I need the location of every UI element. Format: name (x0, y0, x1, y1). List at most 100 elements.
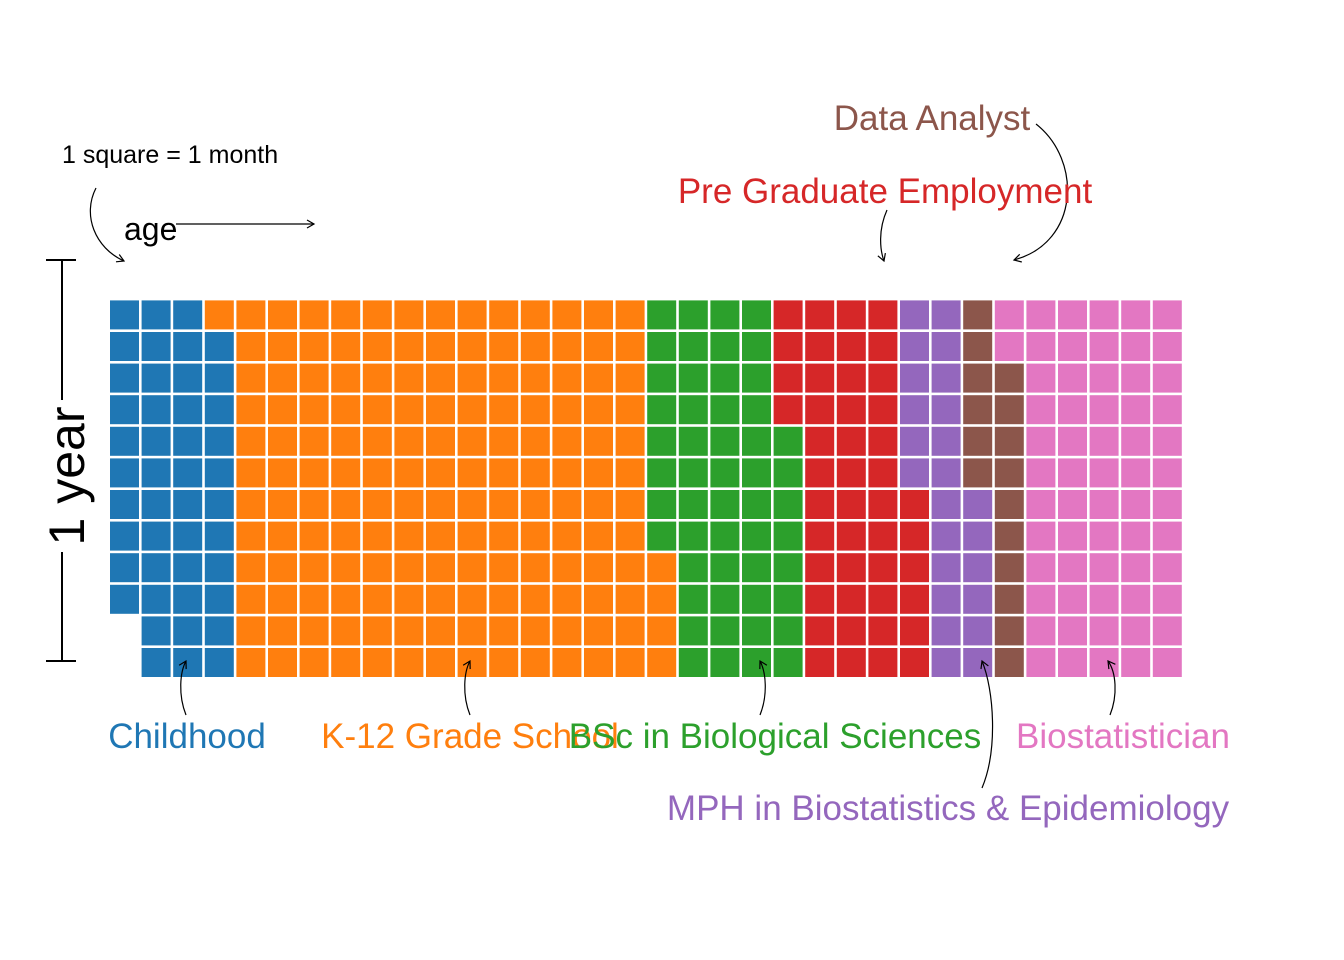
waffle-cell-k-12-grade-school (268, 553, 297, 583)
waffle-cell-biostatistician (1026, 553, 1056, 583)
waffle-cell-k-12-grade-school (426, 584, 455, 614)
waffle-cell-biostatistician (1121, 584, 1151, 614)
waffle-cell-k-12-grade-school (236, 300, 266, 330)
waffle-cell-data-analyst (994, 363, 1024, 393)
waffle-cell-biostatistician (1121, 426, 1151, 456)
waffle-cell-k-12-grade-school (268, 332, 297, 361)
waffle-cell-bsc-in-biological-sciences (710, 426, 740, 456)
waffle-cell-mph-in-biostatistics-epidemiology (963, 490, 993, 519)
waffle-cell-k-12-grade-school (236, 553, 266, 583)
waffle-cell-k-12-grade-school (426, 616, 455, 646)
waffle-cell-k-12-grade-school (394, 616, 424, 646)
waffle-cell-data-analyst (994, 584, 1024, 614)
year-label-bg (42, 400, 84, 552)
waffle-cell-mph-in-biostatistics-epidemiology (900, 426, 929, 456)
waffle-cell-childhood (204, 490, 234, 519)
waffle-cell-data-analyst (994, 426, 1024, 456)
label-childhood: Childhood (108, 717, 266, 756)
waffle-cell-pre-graduate-employment (836, 458, 866, 488)
waffle-cell-k-12-grade-school (268, 490, 297, 519)
waffle-cell-mph-in-biostatistics-epidemiology (963, 553, 993, 583)
waffle-cell-k-12-grade-school (236, 332, 266, 361)
waffle-cell-bsc-in-biological-sciences (710, 616, 740, 646)
waffle-cell-k-12-grade-school (299, 458, 329, 488)
waffle-cell-mph-in-biostatistics-epidemiology (931, 363, 961, 393)
waffle-cell-data-analyst (963, 363, 993, 393)
waffle-cell-k-12-grade-school (236, 584, 266, 614)
waffle-cell-pre-graduate-employment (868, 332, 898, 361)
waffle-cell-k-12-grade-school (615, 458, 645, 488)
waffle-cell-childhood (173, 458, 203, 488)
waffle-cell-biostatistician (1089, 648, 1119, 677)
label-k12: K-12 Grade School (321, 717, 619, 756)
waffle-cell-bsc-in-biological-sciences (742, 490, 771, 519)
waffle-cell-biostatistician (1026, 458, 1056, 488)
waffle-cell-childhood (204, 616, 234, 646)
waffle-cell-k-12-grade-school (394, 426, 424, 456)
waffle-cell-data-analyst (994, 616, 1024, 646)
arrow-bsc (759, 659, 768, 716)
waffle-cell-childhood (173, 553, 203, 583)
waffle-cell-data-analyst (994, 553, 1024, 583)
waffle-cell-biostatistician (1058, 300, 1087, 330)
waffle-cell-bsc-in-biological-sciences (647, 458, 677, 488)
waffle-cell-bsc-in-biological-sciences (773, 616, 803, 646)
waffle-cell-biostatistician (994, 332, 1024, 361)
waffle-cell-pre-graduate-employment (805, 490, 835, 519)
waffle-cell-childhood (141, 490, 171, 519)
waffle-cell-k-12-grade-school (331, 363, 361, 393)
waffle-cell-pre-graduate-employment (836, 584, 866, 614)
waffle-cell-biostatistician (1152, 584, 1182, 614)
waffle-cell-childhood (110, 300, 139, 330)
waffle-cell-k-12-grade-school (426, 426, 455, 456)
waffle-cell-k-12-grade-school (394, 584, 424, 614)
waffle-cell-k-12-grade-school (457, 521, 487, 551)
waffle-cell-k-12-grade-school (268, 458, 297, 488)
waffle-cell-bsc-in-biological-sciences (647, 300, 677, 330)
waffle-cell-k-12-grade-school (489, 363, 519, 393)
waffle-cell-pre-graduate-employment (868, 553, 898, 583)
waffle-cell-pre-graduate-employment (900, 490, 929, 519)
waffle-cell-k-12-grade-school (394, 490, 424, 519)
waffle-cell-biostatistician (1026, 521, 1056, 551)
waffle-cell-pre-graduate-employment (836, 300, 866, 330)
waffle-cell-biostatistician (1058, 363, 1087, 393)
waffle-cell-bsc-in-biological-sciences (742, 332, 771, 361)
waffle-cell-k-12-grade-school (489, 648, 519, 677)
waffle-cell-k-12-grade-school (299, 553, 329, 583)
waffle-cell-childhood (173, 395, 203, 425)
waffle-cell-k-12-grade-school (457, 363, 487, 393)
waffle-cell-biostatistician (1089, 616, 1119, 646)
waffle-cell-bsc-in-biological-sciences (678, 553, 708, 583)
waffle-cell-bsc-in-biological-sciences (647, 490, 677, 519)
waffle-cells (110, 300, 1182, 677)
waffle-cell-pre-graduate-employment (836, 426, 866, 456)
arrow-k12 (462, 659, 471, 716)
waffle-cell-childhood (173, 521, 203, 551)
waffle-cell-bsc-in-biological-sciences (678, 426, 708, 456)
waffle-cell-k-12-grade-school (615, 395, 645, 425)
waffle-cell-data-analyst (963, 300, 993, 330)
waffle-cell-k-12-grade-school (457, 395, 487, 425)
waffle-cell-data-analyst (963, 395, 993, 425)
waffle-cell-k-12-grade-school (236, 458, 266, 488)
waffle-cell-k-12-grade-school (268, 363, 297, 393)
label-mph: MPH in Biostatistics & Epidemiology (667, 789, 1230, 828)
waffle-cell-bsc-in-biological-sciences (647, 363, 677, 393)
waffle-cell-k-12-grade-school (426, 363, 455, 393)
waffle-cell-k-12-grade-school (299, 616, 329, 646)
waffle-cell-k-12-grade-school (615, 616, 645, 646)
waffle-cell-biostatistician (1026, 584, 1056, 614)
waffle-cell-k-12-grade-school (236, 521, 266, 551)
waffle-cell-k-12-grade-school (647, 648, 677, 677)
waffle-cell-biostatistician (1121, 458, 1151, 488)
waffle-cell-biostatistician (1121, 332, 1151, 361)
waffle-cell-biostatistician (1026, 363, 1056, 393)
waffle-cell-pre-graduate-employment (900, 553, 929, 583)
waffle-cell-biostatistician (1026, 426, 1056, 456)
waffle-cell-data-analyst (994, 521, 1024, 551)
y-axis-label: 1 year (39, 407, 95, 546)
waffle-cell-k-12-grade-school (331, 332, 361, 361)
waffle-cell-biostatistician (1089, 553, 1119, 583)
waffle-cell-pre-graduate-employment (868, 363, 898, 393)
